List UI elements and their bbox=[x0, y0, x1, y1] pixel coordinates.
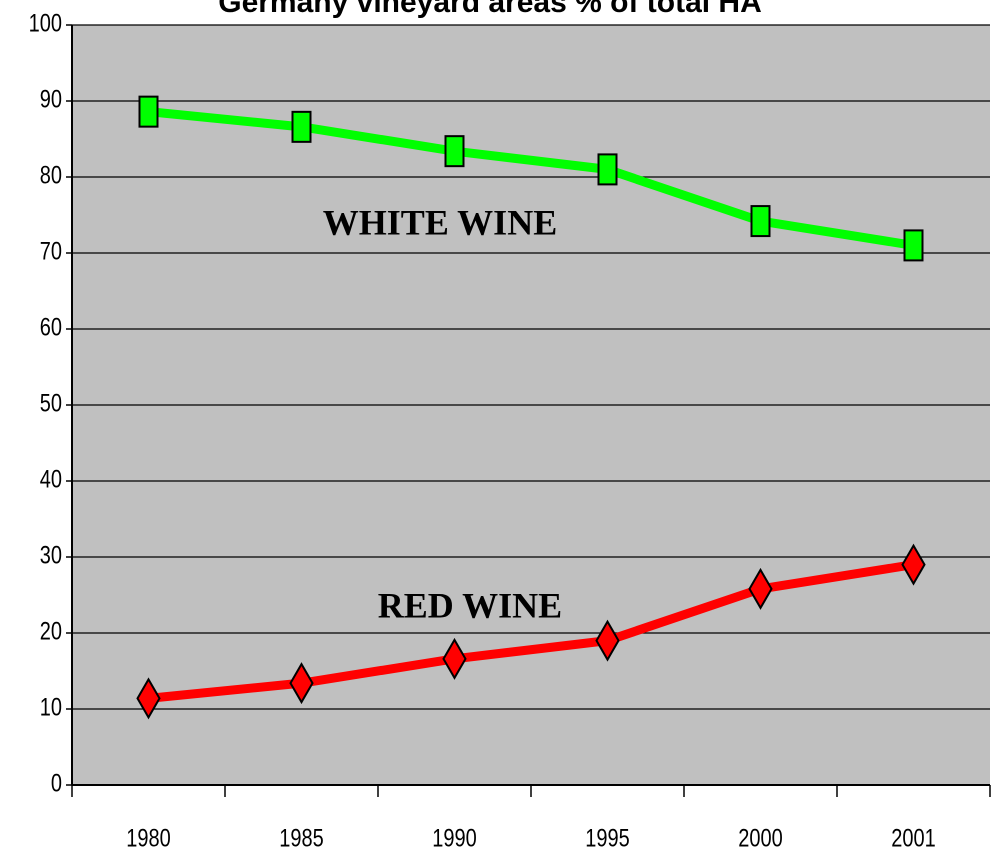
marker bbox=[901, 543, 926, 586]
marker bbox=[136, 677, 161, 720]
y-tick-label: 50 bbox=[40, 390, 62, 418]
y-tick-label: 80 bbox=[40, 162, 62, 190]
y-tick-label: 70 bbox=[40, 238, 62, 266]
marker bbox=[597, 153, 618, 186]
marker bbox=[289, 662, 314, 705]
y-tick-label: 0 bbox=[51, 770, 62, 798]
marker bbox=[442, 637, 467, 680]
y-tick-label: 100 bbox=[29, 10, 62, 38]
chart-title: Germany vineyard areas % of total HA bbox=[218, 0, 762, 19]
series-line bbox=[148, 560, 915, 703]
y-tick-label: 90 bbox=[40, 86, 62, 114]
x-tick-label: 1990 bbox=[432, 825, 476, 853]
y-tick-label: 20 bbox=[40, 618, 62, 646]
y-tick-label: 30 bbox=[40, 542, 62, 570]
marker bbox=[444, 135, 465, 168]
series-annotation: WHITE WINE bbox=[323, 202, 557, 242]
series-annotation: RED WINE bbox=[378, 585, 562, 625]
marker bbox=[291, 110, 312, 143]
x-tick-label: 2000 bbox=[738, 825, 782, 853]
x-tick-label: 1995 bbox=[585, 825, 629, 853]
marker bbox=[903, 229, 924, 262]
marker bbox=[595, 619, 620, 662]
marker bbox=[750, 205, 771, 238]
y-tick-label: 40 bbox=[40, 466, 62, 494]
y-tick-label: 60 bbox=[40, 314, 62, 342]
x-tick-label: 1985 bbox=[279, 825, 323, 853]
marker bbox=[138, 95, 159, 128]
series-line bbox=[148, 107, 915, 250]
x-tick-label: 2001 bbox=[891, 825, 935, 853]
x-tick-label: 1980 bbox=[126, 825, 170, 853]
marker bbox=[748, 567, 773, 610]
y-tick-label: 10 bbox=[40, 694, 62, 722]
